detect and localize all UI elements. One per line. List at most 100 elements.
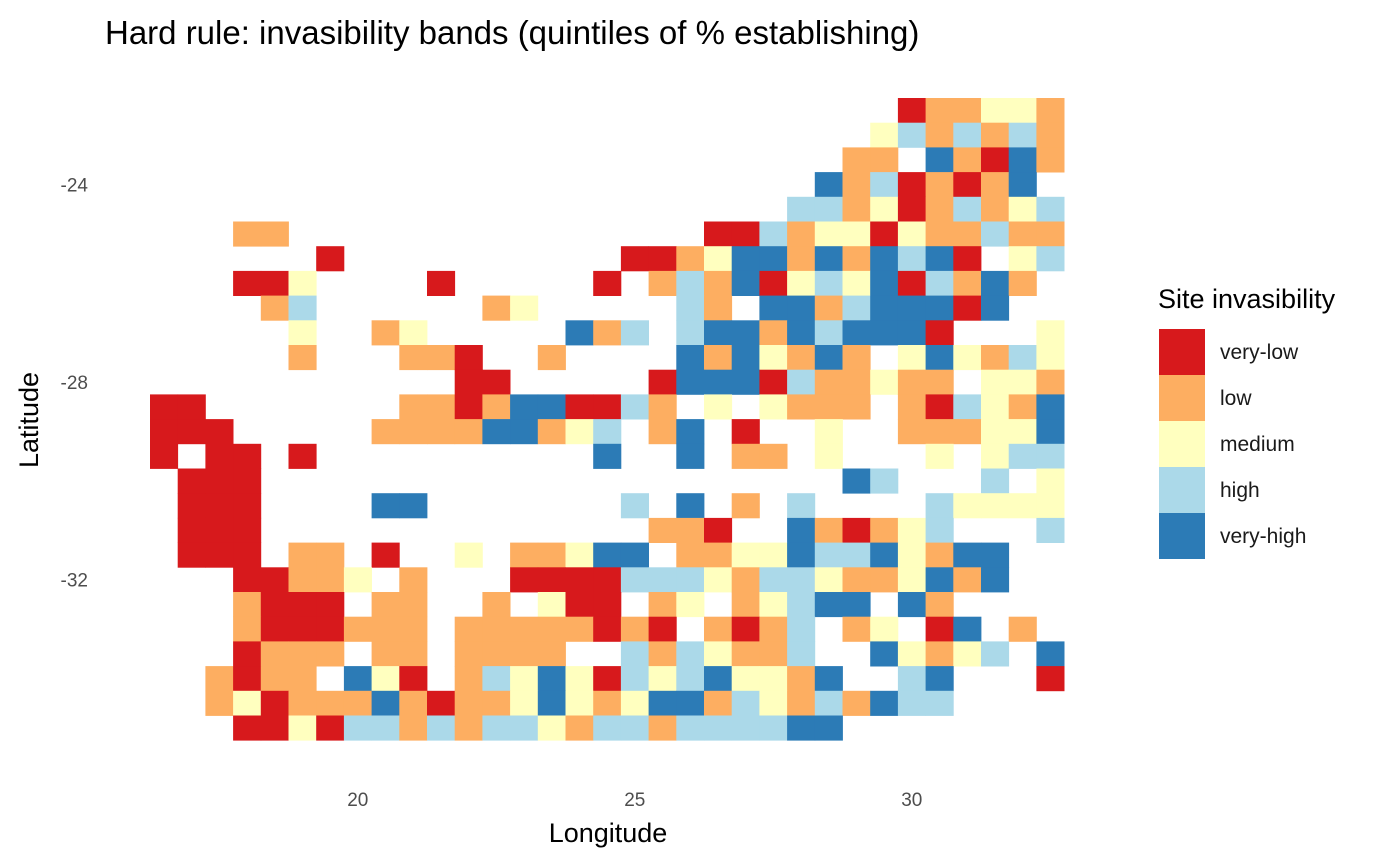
legend-label-low: low bbox=[1220, 387, 1252, 410]
heatmap-cell-medium bbox=[537, 592, 566, 618]
heatmap-cell-low bbox=[953, 221, 982, 247]
heatmap-cell-very-low bbox=[981, 147, 1010, 173]
heatmap-cell-very-high bbox=[731, 270, 760, 296]
heatmap-cell-low bbox=[787, 345, 816, 371]
heatmap-cell-high bbox=[620, 666, 649, 692]
heatmap-cell-very-high bbox=[787, 542, 816, 568]
x-axis-title: Longitude bbox=[549, 818, 668, 848]
heatmap-cell-very-low bbox=[288, 443, 317, 469]
heatmap-cell-low bbox=[1036, 122, 1065, 148]
heatmap-cell-medium bbox=[981, 394, 1010, 420]
heatmap-cell-low bbox=[704, 542, 733, 568]
heatmap-cell-very-high bbox=[870, 320, 899, 346]
heatmap-cell-low bbox=[981, 196, 1010, 222]
heatmap-cell-medium bbox=[399, 320, 428, 346]
heatmap-cell-medium bbox=[870, 196, 899, 222]
heatmap-cell-medium bbox=[454, 542, 483, 568]
heatmap-cell-low bbox=[897, 394, 926, 420]
heatmap-cell-high bbox=[759, 567, 788, 593]
heatmap-cell-very-low bbox=[953, 295, 982, 321]
heatmap-cell-very-low bbox=[288, 616, 317, 642]
heatmap-cell-low bbox=[925, 641, 954, 667]
heatmap-cell-very-low bbox=[427, 690, 456, 716]
heatmap-cell-medium bbox=[981, 493, 1010, 519]
heatmap-cell-medium bbox=[953, 641, 982, 667]
heatmap-cell-high bbox=[814, 196, 843, 222]
heatmap-cell-low bbox=[399, 592, 428, 618]
heatmap-cell-high bbox=[593, 715, 622, 741]
heatmap-cell-very-low bbox=[371, 542, 400, 568]
heatmap-cell-high bbox=[814, 542, 843, 568]
heatmap-cell-low bbox=[787, 394, 816, 420]
chart-title: Hard rule: invasibility bands (quintiles… bbox=[105, 14, 919, 51]
heatmap-cell-very-high bbox=[870, 246, 899, 272]
heatmap-cell-high bbox=[1036, 196, 1065, 222]
heatmap-cell-very-low bbox=[177, 517, 206, 543]
heatmap-cell-low bbox=[648, 270, 677, 296]
heatmap-cell-medium bbox=[759, 345, 788, 371]
heatmap-cell-low bbox=[482, 641, 511, 667]
heatmap-cell-low bbox=[233, 221, 262, 247]
heatmap-cell-low bbox=[648, 641, 677, 667]
y-tick-label: -24 bbox=[61, 175, 89, 196]
heatmap-cell-very-low bbox=[260, 567, 289, 593]
heatmap-cell-medium bbox=[731, 666, 760, 692]
heatmap-cell-low bbox=[399, 345, 428, 371]
heatmap-cell-medium bbox=[510, 690, 539, 716]
heatmap-cell-high bbox=[925, 493, 954, 519]
legend-label-very-high: very-high bbox=[1220, 525, 1306, 548]
heatmap-cell-medium bbox=[676, 592, 705, 618]
heatmap-cell-high bbox=[648, 567, 677, 593]
heatmap-cell-low bbox=[731, 641, 760, 667]
heatmap-cell-low bbox=[399, 616, 428, 642]
heatmap-cell-medium bbox=[814, 221, 843, 247]
heatmap-cell-very-high bbox=[814, 345, 843, 371]
heatmap-cell-very-high bbox=[759, 295, 788, 321]
heatmap-cell-low bbox=[704, 295, 733, 321]
heatmap-cell-low bbox=[897, 369, 926, 395]
heatmap-cell-very-high bbox=[399, 493, 428, 519]
heatmap-cell-high bbox=[620, 567, 649, 593]
heatmap-cell-medium bbox=[981, 419, 1010, 445]
heatmap-cell-very-high bbox=[1036, 641, 1065, 667]
heatmap-cell-low bbox=[454, 666, 483, 692]
heatmap-cell-very-high bbox=[842, 592, 871, 618]
heatmap-cell-medium bbox=[953, 345, 982, 371]
heatmap-cell-low bbox=[371, 616, 400, 642]
heatmap-cell-low bbox=[648, 419, 677, 445]
heatmap-cell-low bbox=[454, 715, 483, 741]
heatmap-cell-very-low bbox=[925, 320, 954, 346]
heatmap-cell-very-high bbox=[814, 172, 843, 198]
heatmap-cell-very-high bbox=[676, 443, 705, 469]
legend-swatch-high bbox=[1159, 467, 1205, 513]
heatmap-cell-very-low bbox=[565, 394, 594, 420]
heatmap-cell-low bbox=[288, 666, 317, 692]
heatmap-cell-very-high bbox=[953, 542, 982, 568]
heatmap-cell-medium bbox=[925, 443, 954, 469]
heatmap-cell-medium bbox=[537, 715, 566, 741]
heatmap-cell-low bbox=[482, 295, 511, 321]
heatmap-cell-low bbox=[731, 567, 760, 593]
heatmap-cell-low bbox=[842, 567, 871, 593]
heatmap-cell-low bbox=[731, 592, 760, 618]
heatmap-cell-low bbox=[953, 567, 982, 593]
heatmap-cell-low bbox=[731, 493, 760, 519]
heatmap-cell-very-high bbox=[787, 517, 816, 543]
heatmap-cell-very-low bbox=[731, 616, 760, 642]
heatmap-cell-medium bbox=[1008, 419, 1037, 445]
heatmap-cell-low bbox=[1008, 221, 1037, 247]
heatmap-cell-very-high bbox=[925, 567, 954, 593]
heatmap-cell-high bbox=[1036, 443, 1065, 469]
heatmap-cell-very-low bbox=[205, 419, 234, 445]
heatmap-cell-medium bbox=[897, 517, 926, 543]
heatmap-cell-low bbox=[454, 419, 483, 445]
heatmap-cell-medium bbox=[1008, 196, 1037, 222]
heatmap-cell-high bbox=[787, 567, 816, 593]
heatmap-cell-low bbox=[814, 295, 843, 321]
heatmap-cell-medium bbox=[704, 394, 733, 420]
heatmap-cell-very-low bbox=[150, 419, 179, 445]
heatmap-cell-low bbox=[260, 295, 289, 321]
heatmap-cell-very-low bbox=[205, 468, 234, 494]
heatmap-cell-low bbox=[953, 98, 982, 124]
heatmap-cell-low bbox=[427, 345, 456, 371]
